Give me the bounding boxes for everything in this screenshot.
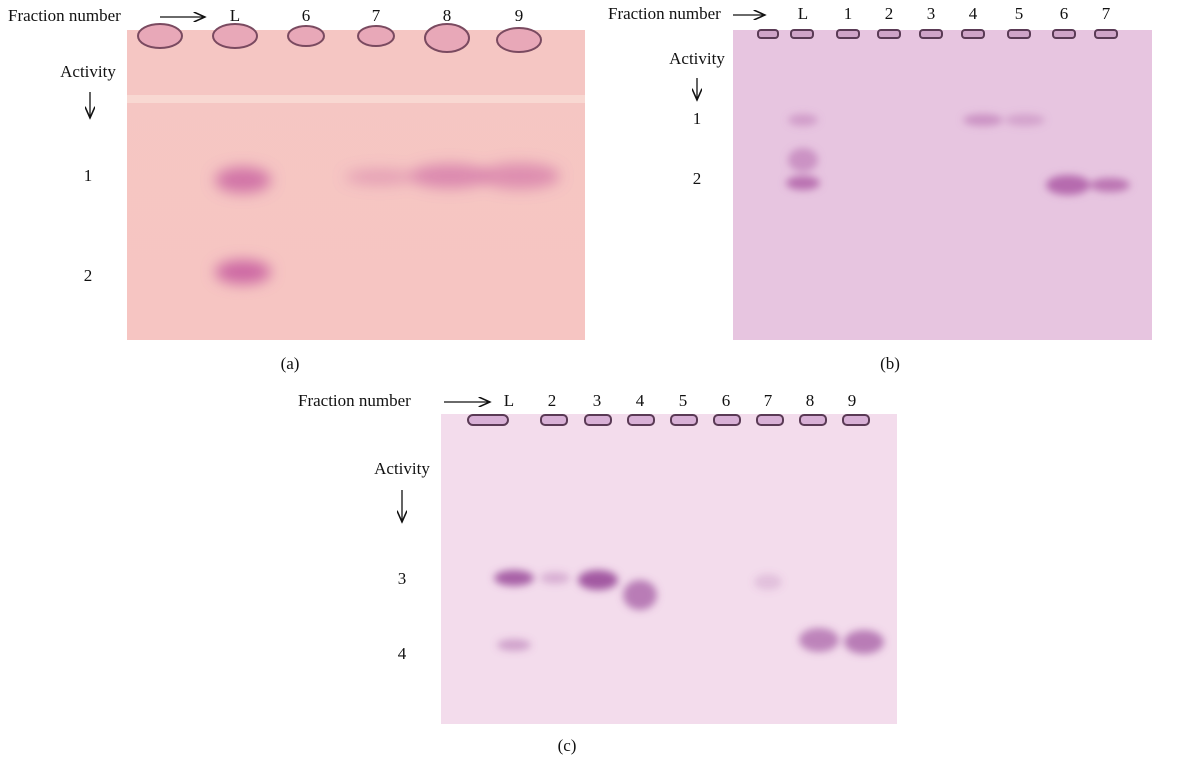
lane-label: 6: [1060, 4, 1069, 23]
lane-label: L: [230, 6, 240, 25]
panel-label: (b): [880, 354, 900, 373]
labels: Fraction number L 6 7 8 9 Activity 1 2 (a) Fractio…: [8, 4, 1111, 755]
band-label: 3: [398, 569, 407, 588]
gel-c: [441, 414, 897, 724]
lane-label: 9: [515, 6, 524, 25]
lane-label: 7: [372, 6, 381, 25]
lane-label: 4: [636, 391, 645, 410]
band-label: 1: [693, 109, 702, 128]
lane-label: 6: [722, 391, 731, 410]
activity-label: Activity: [374, 459, 430, 478]
activity-label: Activity: [60, 62, 116, 81]
lane-label: 5: [1015, 4, 1024, 23]
gel-b: [733, 29, 1152, 340]
lane-label: 1: [844, 4, 853, 23]
lane-label: L: [504, 391, 514, 410]
fraction-label: Fraction number: [298, 391, 411, 410]
panel-label: (c): [558, 736, 577, 755]
lane-label: 8: [806, 391, 815, 410]
lane-label: 5: [679, 391, 688, 410]
lane-label: 8: [443, 6, 452, 25]
lane-label: 2: [548, 391, 557, 410]
band-label: 1: [84, 166, 93, 185]
activity-label: Activity: [669, 49, 725, 68]
lane-label: 9: [848, 391, 857, 410]
lane-label: 4: [969, 4, 978, 23]
band-label: 2: [84, 266, 93, 285]
lane-label: L: [798, 4, 808, 23]
lane-label: 7: [1102, 4, 1111, 23]
lane-label: 2: [885, 4, 894, 23]
gel-a: [127, 23, 585, 340]
lane-label: 3: [927, 4, 936, 23]
band-label: 4: [398, 644, 407, 663]
fraction-label: Fraction number: [8, 6, 121, 25]
panel-label: (a): [281, 354, 300, 373]
fraction-label: Fraction number: [608, 4, 721, 23]
lane-label: 6: [302, 6, 311, 25]
lane-label: 3: [593, 391, 602, 410]
band-label: 2: [693, 169, 702, 188]
arrows: [90, 15, 765, 522]
lane-label: 7: [764, 391, 773, 410]
